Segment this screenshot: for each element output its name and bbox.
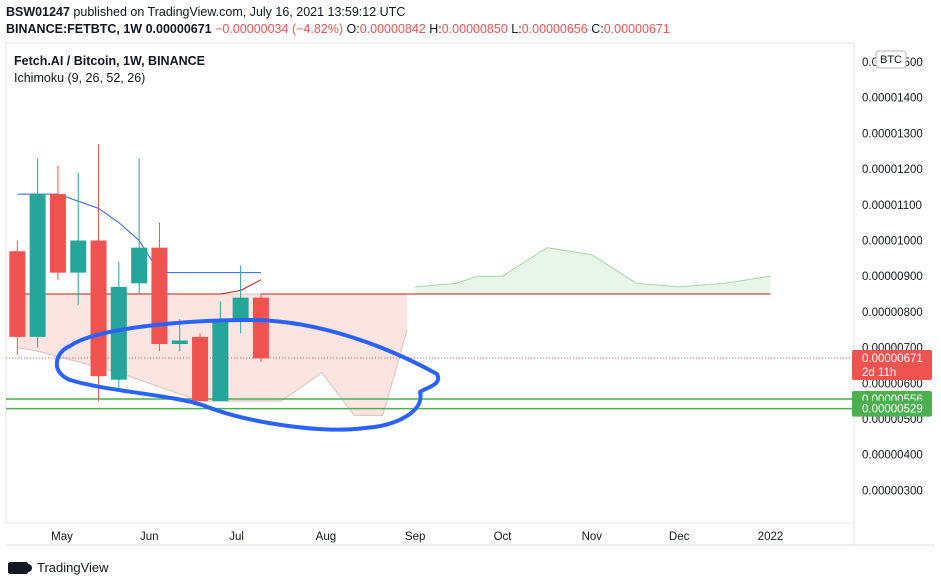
price-change: −0.00000034 (−4.82%) bbox=[215, 22, 344, 36]
candlesticks[interactable] bbox=[9, 144, 269, 402]
candle-body[interactable] bbox=[70, 240, 87, 273]
candle-body[interactable] bbox=[171, 340, 188, 345]
candle-body[interactable] bbox=[110, 286, 127, 380]
y-tick-label: 0.00000300 bbox=[862, 485, 923, 497]
publish-date: published on TradingView.com, July 16, 2… bbox=[73, 5, 406, 19]
x-tick-label: Aug bbox=[316, 531, 336, 543]
chart-legend: Fetch.AI / Bitcoin, 1W, BINANCE Ichimoku… bbox=[14, 54, 205, 85]
y-tick-label: 0.00001000 bbox=[862, 236, 923, 248]
candle-body[interactable] bbox=[49, 194, 66, 273]
x-tick-label: Jul bbox=[229, 531, 244, 543]
y-tick-label: 0.00000400 bbox=[862, 450, 923, 462]
candle-body[interactable] bbox=[9, 251, 26, 337]
candle-body[interactable] bbox=[29, 194, 46, 337]
bullish-cloud-span-a bbox=[415, 247, 771, 288]
horizontal-levels[interactable] bbox=[6, 357, 854, 410]
publish-info: BSW01247 published on TradingView.com, J… bbox=[6, 5, 405, 19]
candle-body[interactable] bbox=[232, 297, 249, 320]
currency-label: BTC bbox=[880, 54, 902, 66]
footer-brand[interactable]: TradingView bbox=[37, 560, 109, 575]
y-tick-label: 0.00000900 bbox=[862, 271, 923, 283]
ichimoku-lines bbox=[17, 193, 771, 295]
open-value: 0.00000842 bbox=[359, 22, 426, 36]
x-tick-label: May bbox=[51, 531, 73, 543]
y-tick-label: 0.00001200 bbox=[862, 164, 923, 176]
candle-body[interactable] bbox=[252, 297, 269, 359]
last-price: 0.00000671 bbox=[145, 22, 212, 36]
x-tick-label: Jun bbox=[140, 531, 159, 543]
candle-body[interactable] bbox=[212, 319, 229, 402]
x-axis-ticks: May Jun Jul Aug Sep Oct Nov Dec 2022 bbox=[51, 531, 783, 543]
y-tick-label: 0.00000500 bbox=[862, 414, 923, 426]
publisher-name[interactable]: BSW01247 bbox=[6, 5, 70, 19]
tradingview-logo-icon bbox=[8, 561, 32, 574]
low-value: 0.00000656 bbox=[521, 22, 588, 36]
x-tick-label: Oct bbox=[494, 531, 513, 543]
currency-badge[interactable]: BTC bbox=[875, 50, 907, 69]
level2-tag-text: 0.00000529 bbox=[862, 404, 923, 416]
y-tick-label: 0.00000800 bbox=[862, 307, 923, 319]
candle-body[interactable] bbox=[90, 240, 107, 377]
candle-body[interactable] bbox=[192, 336, 209, 402]
high-value: 0.00000850 bbox=[441, 22, 508, 36]
high-label: H: bbox=[429, 22, 442, 36]
y-tick-label: 0.00001100 bbox=[862, 200, 922, 212]
legend-indicator[interactable]: Ichimoku (9, 26, 52, 26) bbox=[14, 71, 145, 85]
open-label: O: bbox=[346, 22, 360, 36]
last-price-tag-text: 0.00000671 bbox=[862, 353, 923, 365]
x-tick-label: Sep bbox=[405, 531, 425, 543]
x-tick-label: 2022 bbox=[758, 531, 784, 543]
x-tick-label: Dec bbox=[669, 531, 690, 543]
bullish-cloud bbox=[415, 247, 771, 295]
symbol-line: BINANCE:FETBTC, 1W bbox=[6, 22, 143, 36]
last-price-tag-bg bbox=[852, 349, 932, 380]
y-tick-label: 0.00001400 bbox=[862, 93, 923, 105]
symbol-info: BINANCE:FETBTC, 1W 0.00000671 −0.0000003… bbox=[6, 22, 670, 36]
close-label: C: bbox=[591, 22, 604, 36]
y-tick-label: 0.00001300 bbox=[862, 128, 923, 140]
legend-title: Fetch.AI / Bitcoin, 1W, BINANCE bbox=[14, 54, 205, 68]
bearish-cloud bbox=[17, 294, 408, 416]
footer: TradingView bbox=[8, 560, 109, 575]
low-label: L: bbox=[511, 22, 522, 36]
candle-body[interactable] bbox=[131, 247, 148, 284]
y-tick-label: 0.00000600 bbox=[862, 378, 923, 390]
hand-drawn-annotation[interactable] bbox=[54, 318, 441, 432]
last-price-tag-text: 2d 11h bbox=[862, 367, 896, 379]
close-value: 0.00000671 bbox=[603, 22, 670, 36]
x-tick-label: Nov bbox=[582, 531, 603, 543]
candle-body[interactable] bbox=[151, 247, 168, 345]
price-axis[interactable] bbox=[854, 43, 935, 523]
level2-tag-bg bbox=[852, 400, 932, 417]
